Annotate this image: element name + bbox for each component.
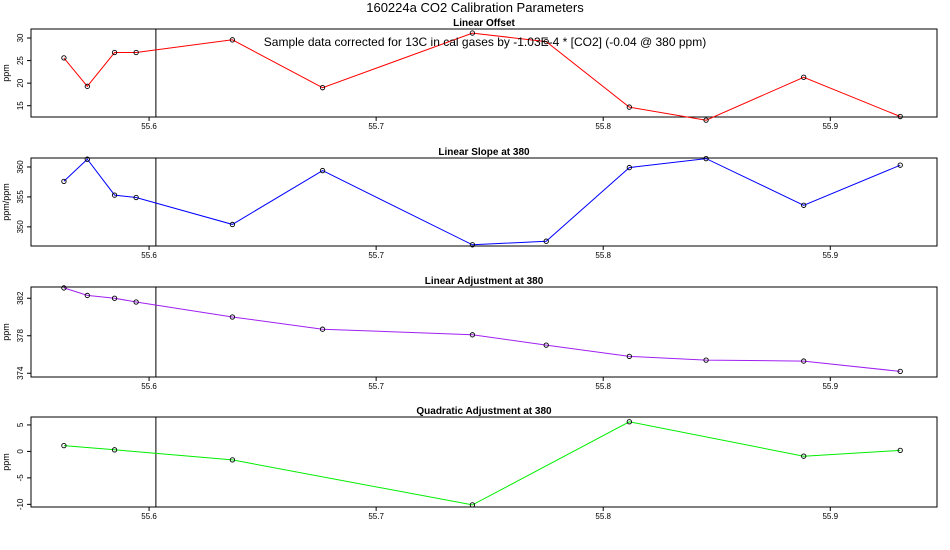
y-tick-label: 30 xyxy=(16,33,25,42)
x-tick-label: 55.6 xyxy=(141,251,157,260)
x-tick-label: 55.8 xyxy=(595,512,611,521)
data-point xyxy=(133,194,139,201)
data-point xyxy=(626,419,632,425)
series-line xyxy=(63,287,901,372)
data-point xyxy=(543,238,549,244)
data-point xyxy=(543,342,549,348)
y-axis-label: ppm/ppm xyxy=(1,183,11,221)
correction-annotation: Sample data corrected for 13C in cal gas… xyxy=(264,35,706,49)
data-point xyxy=(469,242,476,248)
data-point xyxy=(543,38,549,45)
panel-title: Linear Offset xyxy=(453,18,515,29)
data-point xyxy=(229,37,236,43)
x-tick-label: 55.9 xyxy=(822,122,838,131)
data-point xyxy=(897,113,903,120)
data-point xyxy=(801,453,807,459)
y-tick-label: 360 xyxy=(16,160,25,174)
data-point xyxy=(229,221,236,228)
panels: Linear Offset ppm 55.6 55.7 55.8 55.9 15 20 25 30… xyxy=(1,18,938,521)
y-tick-label: 378 xyxy=(16,329,25,343)
y-tick-label: 15 xyxy=(16,101,25,110)
data-point xyxy=(61,178,67,184)
data-point xyxy=(626,353,632,360)
chart-panel: Linear Slope at 380 ppm/ppm 55.6 55.7 55.8 55… xyxy=(1,147,938,260)
data-point xyxy=(626,164,632,171)
y-axis-label: ppm xyxy=(1,453,11,471)
data-point xyxy=(469,502,476,508)
series-line xyxy=(63,158,901,246)
y-tick-label: 5 xyxy=(16,422,25,427)
y-tick-label: 374 xyxy=(16,366,25,380)
data-point xyxy=(111,447,118,453)
data-point xyxy=(229,314,236,320)
y-tick-label: 382 xyxy=(16,291,25,305)
data-point xyxy=(319,167,326,174)
y-tick-label: 0 xyxy=(16,449,25,454)
y-tick-label: 20 xyxy=(16,78,25,87)
data-point xyxy=(61,55,67,61)
data-point xyxy=(61,285,67,291)
x-tick-label: 55.6 xyxy=(141,122,157,131)
data-point xyxy=(229,457,236,463)
data-point xyxy=(801,74,807,80)
data-point xyxy=(469,30,476,36)
plot-frame xyxy=(30,157,938,247)
y-tick-label: -10 xyxy=(16,498,25,510)
x-tick-label: 55.9 xyxy=(822,382,838,391)
x-tick-label: 55.6 xyxy=(141,512,157,521)
x-tick-label: 55.7 xyxy=(368,122,384,131)
data-point xyxy=(897,447,903,454)
x-tick-label: 55.8 xyxy=(595,382,611,391)
y-tick-label: -5 xyxy=(16,474,25,482)
plot-frame xyxy=(30,28,938,118)
y-tick-label: 350 xyxy=(16,220,25,234)
data-point xyxy=(703,357,709,363)
panel-title: Quadratic Adjustment at 380 xyxy=(416,406,552,417)
data-point xyxy=(703,155,709,162)
data-point xyxy=(111,295,118,301)
y-tick-label: 25 xyxy=(16,56,25,65)
x-tick-label: 55.7 xyxy=(368,382,384,391)
x-tick-label: 55.9 xyxy=(822,512,838,521)
y-tick-label: 355 xyxy=(16,190,25,204)
data-point xyxy=(133,299,139,305)
panel-title: Linear Slope at 380 xyxy=(438,147,530,158)
x-tick-label: 55.7 xyxy=(368,251,384,260)
x-tick-label: 55.8 xyxy=(595,251,611,260)
data-point xyxy=(84,83,90,89)
data-point xyxy=(84,156,90,162)
x-tick-label: 55.8 xyxy=(595,122,611,131)
chart-panel: Linear Adjustment at 380 ppm 55.6 55.7 55.8 5… xyxy=(1,276,938,391)
data-point xyxy=(133,49,139,56)
data-point xyxy=(319,85,326,91)
figure-title: 160224a CO2 Calibration Parameters xyxy=(366,0,584,15)
data-point xyxy=(703,117,709,123)
chart-panel: Linear Offset ppm 55.6 55.7 55.8 55.9 15 20 25 30 xyxy=(1,18,938,131)
data-point xyxy=(111,49,118,56)
y-axis-label: ppm xyxy=(1,64,11,82)
x-tick-label: 55.9 xyxy=(822,251,838,260)
data-point xyxy=(469,332,476,338)
plot-frame xyxy=(30,416,938,508)
data-point xyxy=(626,104,632,110)
series-line xyxy=(63,421,901,506)
data-point xyxy=(897,368,903,375)
data-point xyxy=(61,442,67,449)
data-point xyxy=(111,192,118,198)
data-point xyxy=(801,358,807,364)
series-line xyxy=(63,32,901,121)
y-axis-label: ppm xyxy=(1,323,11,341)
panel-title: Linear Adjustment at 380 xyxy=(425,276,544,287)
x-tick-label: 55.7 xyxy=(368,512,384,521)
plot-frame xyxy=(30,286,938,378)
data-point xyxy=(319,326,326,332)
data-point xyxy=(897,162,903,168)
x-tick-label: 55.6 xyxy=(141,382,157,391)
data-point xyxy=(84,292,90,299)
data-point xyxy=(801,202,807,208)
